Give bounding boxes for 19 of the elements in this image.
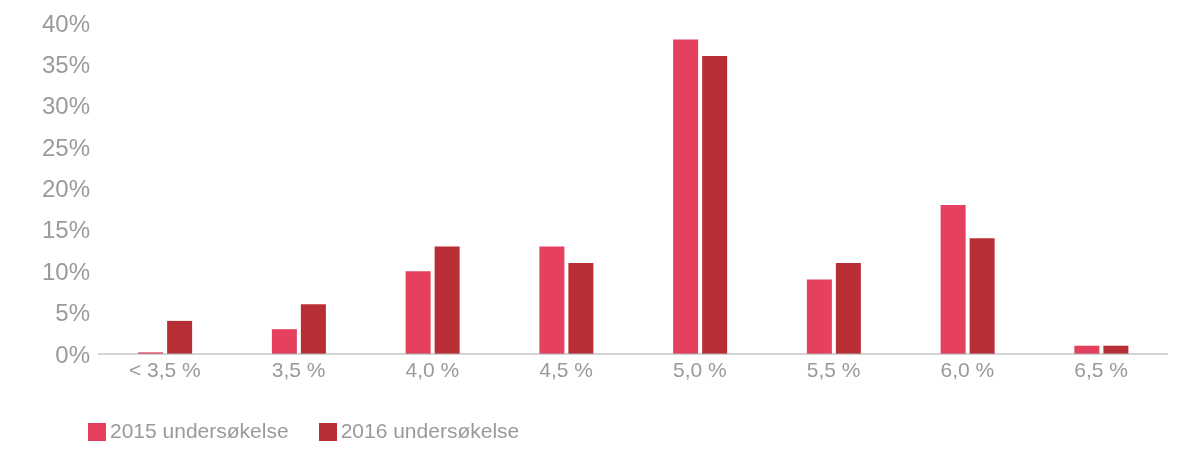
y-tick-label: 5% <box>55 299 90 327</box>
y-tick-label: 40% <box>41 9 90 37</box>
x-tick-label: 3,5 % <box>271 357 326 381</box>
y-tick-label: 35% <box>41 50 90 78</box>
x-tick-label: 5,5 % <box>806 357 861 381</box>
y-tick-label: 0% <box>55 340 90 368</box>
legend-label: 2015 undersøkelse <box>110 419 289 442</box>
y-tick-label: 30% <box>41 92 90 120</box>
x-tick-label: 6,5 % <box>1074 357 1128 381</box>
y-tick-label: 25% <box>41 133 90 161</box>
x-tick-label: < 3,5 % <box>128 357 201 381</box>
legend-label: 2016 undersøkelse <box>340 419 520 442</box>
y-tick-label: 15% <box>41 216 90 244</box>
x-tick-label: 5,0 % <box>673 357 727 381</box>
x-tick-label: 6,0 % <box>940 357 995 381</box>
x-tick-label: 4,5 % <box>539 357 593 381</box>
y-tick-label: 20% <box>41 175 90 203</box>
x-tick-label: 4,0 % <box>405 357 460 381</box>
y-tick-label: 10% <box>41 257 90 285</box>
